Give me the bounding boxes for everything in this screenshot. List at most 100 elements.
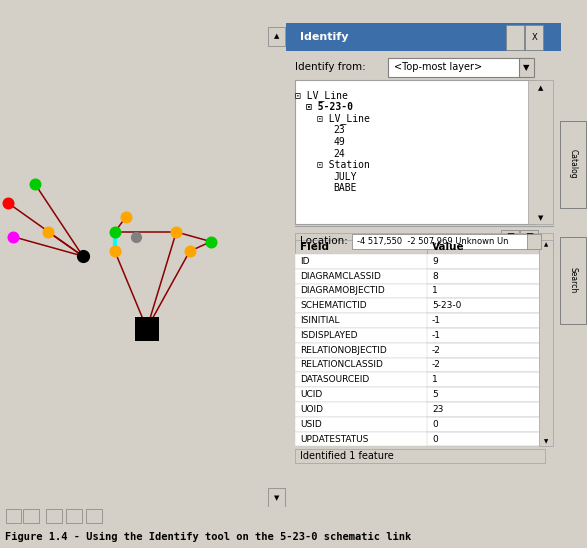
Text: <Top-most layer>: <Top-most layer> (394, 62, 482, 72)
Bar (295, 283, 545, 298)
Bar (295, 269, 545, 283)
Text: X: X (532, 32, 538, 42)
Text: DIAGRAMOBJECTID: DIAGRAMOBJECTID (300, 287, 385, 295)
Bar (268, 488, 285, 507)
Bar (295, 313, 545, 328)
Point (110, 247, 120, 256)
Text: ▲: ▲ (274, 33, 279, 39)
Bar (501, 230, 518, 244)
Text: Location:: Location: (300, 236, 348, 247)
Point (142, 324, 151, 333)
Bar (6, 509, 22, 523)
Text: ⊟: ⊟ (525, 232, 533, 242)
Bar (527, 235, 541, 249)
Point (43, 227, 53, 236)
Text: SCHEMATICTID: SCHEMATICTID (300, 301, 367, 310)
Text: -1: -1 (432, 316, 441, 325)
Text: -4 517,550  -2 507,969 Unknown Un: -4 517,550 -2 507,969 Unknown Un (356, 237, 508, 246)
Text: 1: 1 (432, 375, 438, 384)
Text: ⊡ LV_Line: ⊡ LV_Line (295, 90, 348, 101)
Bar (295, 432, 545, 447)
Text: ◄: ◄ (532, 239, 536, 244)
Text: 5-23-0: 5-23-0 (432, 301, 461, 310)
Point (4, 198, 13, 207)
Text: Identified 1 feature: Identified 1 feature (300, 451, 394, 461)
Point (206, 237, 215, 246)
Point (110, 227, 120, 236)
Text: 9: 9 (432, 257, 438, 266)
Bar (295, 298, 545, 313)
Bar (518, 58, 534, 77)
Text: 8: 8 (432, 272, 438, 281)
Text: 49: 49 (333, 137, 345, 147)
Point (185, 247, 194, 256)
Bar (295, 328, 545, 342)
Text: RELATIONCLASSID: RELATIONCLASSID (300, 361, 383, 369)
Bar (295, 342, 545, 358)
Bar (506, 25, 524, 50)
Text: Value: Value (432, 242, 465, 252)
Text: 0: 0 (432, 420, 438, 429)
Bar (295, 417, 545, 432)
Text: 23: 23 (432, 405, 443, 414)
Point (171, 227, 181, 236)
Text: ▼: ▼ (274, 495, 279, 501)
Text: ▲: ▲ (544, 242, 548, 247)
Text: ⊡ Station: ⊡ Station (316, 160, 370, 170)
Text: 5: 5 (432, 390, 438, 399)
Bar (352, 235, 528, 249)
Bar (295, 449, 545, 463)
Text: ISDISPLAYED: ISDISPLAYED (300, 331, 357, 340)
Point (131, 232, 141, 241)
Point (121, 213, 130, 222)
Text: ⊡ LV_Line: ⊡ LV_Line (316, 113, 370, 124)
Text: Identify: Identify (300, 32, 349, 42)
Text: JULY: JULY (333, 172, 357, 181)
Bar (295, 402, 545, 417)
Text: -2: -2 (432, 346, 441, 355)
Text: ▲: ▲ (538, 85, 543, 91)
Bar (295, 240, 545, 254)
Point (78, 252, 87, 260)
Bar (23, 509, 39, 523)
Bar (295, 373, 545, 387)
Bar (528, 80, 553, 224)
Text: DATASOURCEID: DATASOURCEID (300, 375, 369, 384)
Bar (388, 58, 531, 77)
Bar (86, 509, 102, 523)
Bar (46, 509, 62, 523)
Text: Field: Field (300, 242, 329, 252)
Text: -1: -1 (432, 331, 441, 340)
Text: Figure 1.4 - Using the Identify tool on the 5-23-0 schematic link: Figure 1.4 - Using the Identify tool on … (5, 532, 411, 541)
Text: Catalog: Catalog (568, 150, 578, 179)
Bar (295, 233, 553, 250)
Bar (295, 358, 545, 373)
Text: ISINITIAL: ISINITIAL (300, 316, 340, 325)
Text: RELATIONOBJECTID: RELATIONOBJECTID (300, 346, 387, 355)
Bar (520, 230, 538, 244)
Text: -2: -2 (432, 361, 441, 369)
Text: ⊞: ⊞ (506, 232, 514, 242)
Text: ▼: ▼ (523, 62, 529, 72)
Text: 0: 0 (432, 435, 438, 443)
Bar (539, 240, 553, 447)
Text: UPDATESTATUS: UPDATESTATUS (300, 435, 369, 443)
Text: UOID: UOID (300, 405, 323, 414)
Text: 1: 1 (432, 287, 438, 295)
Text: 24: 24 (333, 149, 345, 158)
Bar (295, 387, 545, 402)
Point (9, 232, 18, 241)
Point (30, 179, 39, 188)
Bar (560, 121, 586, 208)
Bar (286, 23, 561, 50)
Text: UCID: UCID (300, 390, 322, 399)
Text: DIAGRAMCLASSID: DIAGRAMCLASSID (300, 272, 381, 281)
Bar (295, 80, 537, 224)
Text: ID: ID (300, 257, 310, 266)
Text: Search: Search (568, 267, 578, 293)
Text: BABE: BABE (333, 183, 357, 193)
Bar (525, 25, 544, 50)
Text: USID: USID (300, 420, 322, 429)
Text: ⊡ 5-23-0: ⊡ 5-23-0 (306, 102, 353, 112)
Text: ▼: ▼ (544, 439, 548, 444)
